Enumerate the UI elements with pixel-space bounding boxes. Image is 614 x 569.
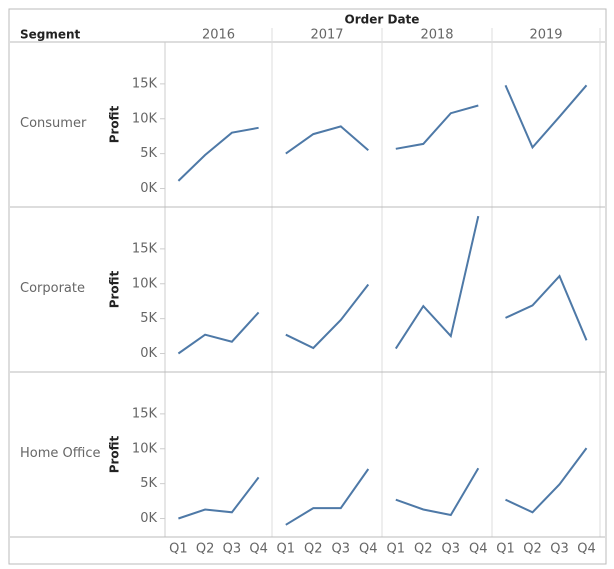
line (177, 126, 259, 182)
column-label: 2019 (529, 28, 562, 43)
line (505, 274, 588, 341)
row-label: Corporate (20, 281, 85, 296)
x-tick-label: Q1 (496, 542, 515, 557)
row-label: Consumer (20, 116, 87, 131)
y-axis-label: Profit (108, 270, 122, 308)
column-label: 2016 (202, 28, 235, 43)
x-tick-label: Q4 (469, 542, 488, 557)
y-tick-label: 5K (140, 476, 157, 491)
line (285, 468, 370, 526)
row-header: Segment (20, 28, 81, 42)
x-tick-label: Q3 (331, 542, 350, 557)
x-tick-label: Q2 (523, 542, 542, 557)
x-tick-label: Q1 (169, 542, 188, 557)
y-tick-label: 15K (132, 76, 158, 91)
row-label: Home Office (20, 446, 100, 461)
y-tick-label: 0K (140, 511, 157, 526)
x-tick-label: Q3 (223, 542, 242, 557)
x-tick-label: Q4 (249, 542, 268, 557)
x-tick-label: Q3 (441, 542, 460, 557)
line (504, 84, 588, 150)
y-tick-label: 0K (140, 181, 157, 196)
line (395, 104, 479, 150)
frame (8, 8, 607, 565)
y-tick-label: 10K (132, 111, 158, 126)
line (178, 476, 260, 520)
line (285, 283, 370, 350)
line (505, 447, 588, 514)
x-tick-label: Q4 (577, 542, 596, 557)
y-tick-label: 15K (132, 241, 158, 256)
column-label: 2018 (420, 28, 453, 43)
x-tick-label: Q2 (196, 542, 215, 557)
x-tick-label: Q3 (550, 542, 569, 557)
line (177, 311, 260, 355)
x-tick-label: Q2 (414, 542, 433, 557)
line (285, 125, 369, 155)
y-tick-label: 10K (132, 276, 158, 291)
y-tick-label: 10K (132, 441, 158, 456)
column-label: 2017 (310, 28, 343, 43)
y-axis-label: Profit (108, 105, 122, 143)
x-tick-label: Q1 (386, 542, 405, 557)
line (395, 467, 480, 517)
y-tick-label: 5K (140, 311, 157, 326)
column-header: Order Date (345, 13, 420, 27)
x-tick-label: Q4 (359, 542, 378, 557)
line (394, 215, 480, 350)
y-tick-label: 15K (132, 406, 158, 421)
y-tick-label: 5K (140, 146, 157, 161)
y-axis-label: Profit (108, 435, 122, 473)
x-tick-label: Q1 (276, 542, 295, 557)
x-tick-label: Q2 (304, 542, 323, 557)
y-tick-label: 0K (140, 346, 157, 361)
